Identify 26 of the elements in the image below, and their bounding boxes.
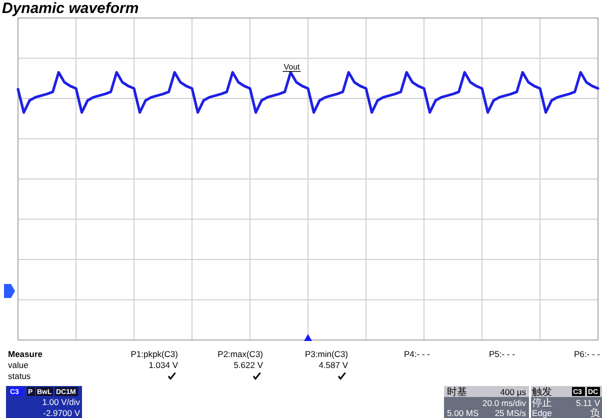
text: P6:- - - — [574, 349, 600, 359]
text: 负 — [590, 407, 600, 418]
text: 1.034 V — [148, 360, 178, 370]
text: P3:min(C3) — [305, 349, 348, 359]
text: status — [8, 371, 31, 381]
text: 400 µs — [500, 387, 526, 397]
text: value — [8, 360, 29, 370]
text: Edge — [532, 408, 552, 418]
text: P1:pkpk(C3) — [130, 349, 178, 359]
text: P2:max(C3) — [218, 349, 264, 359]
text: 20.0 ms/div — [482, 398, 527, 408]
text: Measure — [8, 349, 43, 359]
text: 1.00 V/div — [42, 397, 81, 407]
series-label: Vout — [284, 62, 301, 72]
text: 停止 — [532, 397, 552, 409]
chart-title: Dynamic waveform — [2, 0, 139, 17]
text: -2.9700 V — [43, 408, 80, 418]
text: 5.622 V — [234, 360, 264, 370]
text: 5.11 V — [576, 398, 600, 408]
text: P4:- - - — [404, 349, 430, 359]
text: P5:- - - — [489, 349, 516, 359]
text: 触发 — [532, 387, 552, 398]
text: 25 MS/s — [494, 408, 526, 418]
text: 4.587 V — [318, 360, 348, 370]
text: 5.00 MS — [447, 408, 479, 418]
text: 时基 — [447, 386, 467, 398]
